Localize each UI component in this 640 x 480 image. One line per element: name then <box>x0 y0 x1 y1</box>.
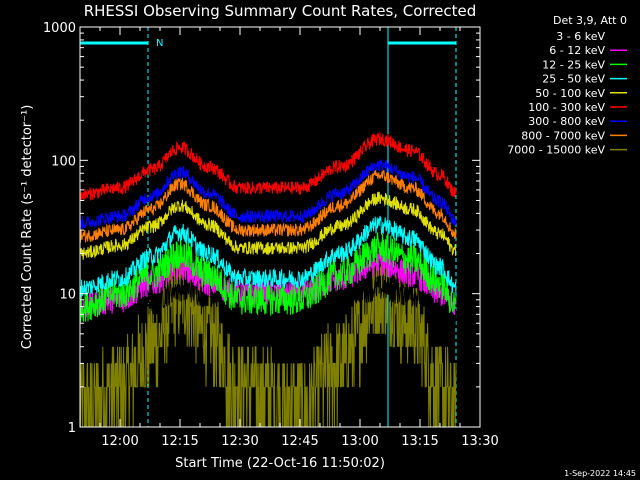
x-tick-label: 12:30 <box>221 434 258 449</box>
legend-label: 12 - 25 keV <box>542 58 605 71</box>
series-line <box>79 169 457 243</box>
y-tick-label: 1 <box>68 421 76 436</box>
timestamp: 1-Sep-2022 14:45 <box>564 469 636 478</box>
x-axis: 12:00 12:15 12:30 12:45 13:00 13:15 13:30 <box>79 27 499 449</box>
legend-header: Det 3,9, Att 0 <box>553 14 627 27</box>
series-layer <box>79 132 457 428</box>
legend-label: 800 - 7000 keV <box>521 129 605 142</box>
x-tick-label: 13:00 <box>341 434 378 449</box>
series-line <box>79 191 457 260</box>
legend-label: 6 - 12 keV <box>549 44 605 57</box>
legend-label: 100 - 300 keV <box>528 101 605 114</box>
x-tick-label: 12:15 <box>161 434 198 449</box>
y-tick-label: 10 <box>59 288 76 303</box>
series-line <box>79 159 457 229</box>
x-tick-label: 12:45 <box>281 434 318 449</box>
series-line <box>79 132 457 202</box>
y-tick-label: 100 <box>51 154 76 169</box>
y-axis-label: Corrected Count Rate (s⁻¹ detector⁻¹) <box>20 105 35 350</box>
x-axis-label: Start Time (22-Oct-16 11:50:02) <box>175 456 385 471</box>
series-line <box>79 253 457 428</box>
marker-label: N <box>156 38 163 49</box>
x-tick-label: 13:15 <box>401 434 438 449</box>
legend-label: 7000 - 15000 keV <box>507 144 605 157</box>
y-tick-label: 1000 <box>43 21 76 36</box>
x-tick-label: 13:30 <box>461 434 498 449</box>
legend-label: 300 - 800 keV <box>528 115 605 128</box>
legend-label: 3 - 6 keV <box>556 30 605 43</box>
y-axis: 1 10 100 1000 <box>43 21 480 436</box>
series-line <box>79 215 457 298</box>
x-tick-label: 12:00 <box>101 434 138 449</box>
chart-title: RHESSI Observing Summary Count Rates, Co… <box>84 2 477 20</box>
legend-label: 25 - 50 keV <box>542 73 605 86</box>
legend-label: 50 - 100 keV <box>535 87 605 100</box>
